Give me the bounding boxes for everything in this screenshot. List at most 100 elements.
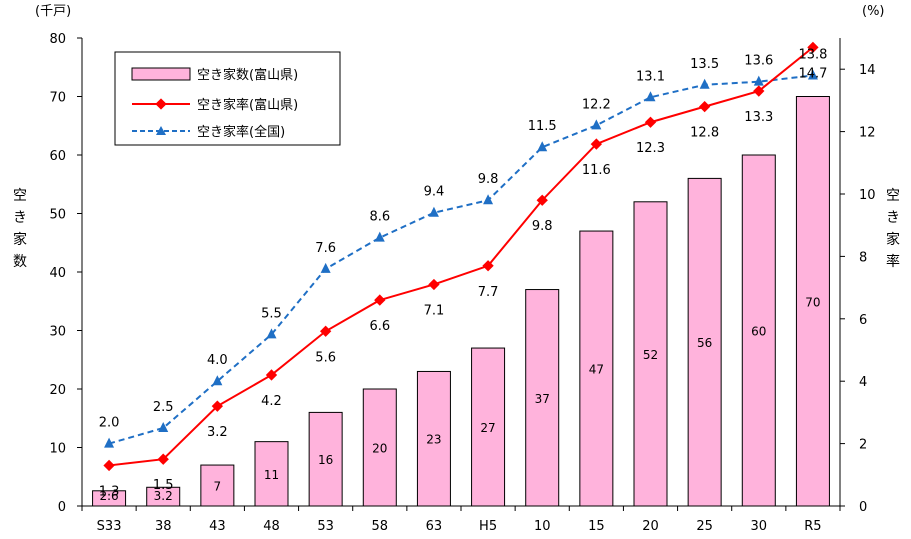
legend: 空き家数(富山県) 空き家率(富山県) 空き家率(全国) [114, 51, 341, 146]
point-marker-national [104, 437, 115, 448]
bar-value-label: 7 [214, 480, 222, 494]
point-marker-national [807, 69, 818, 80]
point-marker-national [537, 141, 548, 152]
x-tick-label: 63 [426, 519, 443, 534]
data-label-national: 11.5 [528, 119, 557, 134]
y-left-tick-label: 50 [49, 208, 66, 223]
bar-value-label: 56 [697, 336, 712, 350]
data-label-toyama: 7.1 [424, 303, 445, 318]
point-marker-toyama [319, 325, 332, 337]
bar-value-label: 23 [426, 433, 441, 447]
x-tick-label: 43 [209, 519, 226, 534]
y-left-tick-label: 40 [49, 266, 66, 281]
point-marker-toyama [536, 194, 548, 206]
lines-layer [103, 41, 819, 472]
point-marker-national [645, 91, 656, 102]
data-label-toyama: 13.3 [744, 110, 773, 125]
y-right-tick-label: 0 [859, 500, 867, 515]
bar-value-label: 47 [589, 363, 604, 377]
bar-value-label: 16 [318, 453, 333, 467]
data-label-national: 9.8 [478, 172, 499, 187]
x-tick-label: R5 [804, 519, 821, 534]
bar-value-label: 11 [264, 468, 279, 482]
x-tick-label: 30 [751, 519, 768, 534]
point-marker-national [591, 119, 602, 130]
point-marker-national [483, 194, 494, 205]
bar [579, 230, 614, 507]
point-marker-toyama [590, 138, 603, 150]
bar [525, 289, 560, 507]
data-label-national: 9.4 [424, 185, 445, 200]
point-marker-national [266, 328, 277, 339]
x-tick-label: 15 [588, 519, 605, 534]
y-left-tick-label: 70 [49, 91, 66, 106]
point-marker-national [158, 422, 169, 432]
bar-value-label: 27 [480, 421, 495, 435]
y-left-tick-label: 60 [49, 149, 66, 164]
point-marker-toyama [482, 260, 494, 272]
bar [795, 96, 830, 507]
x-tick-label: H5 [479, 519, 497, 534]
y-right-tick-label: 2 [859, 438, 867, 453]
data-label-toyama: 3.2 [207, 425, 228, 440]
y-left-tick-label: 30 [49, 325, 66, 340]
labels-layer: 2.6 3.2 7 11 16 20 23 27 37 47 52 56 60 70 2.0 2.5 4.0 5.… [99, 47, 828, 503]
bar-value-label: 70 [805, 295, 820, 309]
data-label-toyama: 7.7 [478, 285, 499, 300]
point-marker-national [320, 262, 331, 273]
x-tick-label: S33 [97, 519, 122, 534]
x-tick-label: 53 [317, 519, 334, 534]
x-tick-label: 38 [155, 519, 172, 534]
data-label-national: 13.1 [636, 69, 665, 84]
point-marker-national [428, 206, 439, 217]
bar-value-label: 52 [643, 348, 658, 362]
bar-value-label: 3.2 [154, 489, 173, 503]
y-right-title: 空き家率 [886, 188, 900, 270]
data-label-national: 5.5 [261, 306, 282, 321]
data-label-national: 12.2 [582, 97, 611, 112]
x-tick-label: 25 [696, 519, 713, 534]
data-label-national: 7.6 [315, 241, 336, 256]
y-right-tick-label: 10 [859, 188, 876, 203]
y-right-tick-label: 12 [859, 126, 876, 141]
y-left-unit: (千戸) [35, 4, 71, 19]
data-label-national: 13.6 [744, 54, 773, 69]
x-tick-label: 48 [263, 519, 280, 534]
bar-value-label: 2.6 [100, 489, 119, 503]
data-label-national: 4.0 [207, 353, 228, 368]
data-label-toyama: 9.8 [532, 219, 553, 234]
line-series-toyama [108, 46, 814, 467]
data-label-national: 13.5 [690, 57, 719, 72]
y-left-tick-label: 0 [58, 500, 66, 515]
data-label-toyama: 11.6 [582, 163, 611, 178]
legend-swatch-bar [131, 67, 191, 81]
data-label-national: 2.0 [99, 416, 120, 431]
x-tick-label: 20 [642, 519, 659, 534]
data-label-toyama: 14.7 [798, 66, 827, 81]
bar-value-label: 37 [535, 392, 550, 406]
data-label-toyama: 1.5 [153, 478, 174, 493]
x-tick-label: 10 [534, 519, 551, 534]
y-right-tick-label: 6 [859, 313, 867, 328]
y-right-tick-label: 14 [859, 63, 876, 78]
legend-label-line-national: 空き家率(全国) [197, 124, 285, 140]
legend-marker-national [156, 126, 166, 135]
bar [471, 347, 506, 507]
x-tick-label: 58 [372, 519, 389, 534]
data-label-toyama: 12.3 [636, 141, 665, 156]
point-marker-national [753, 75, 764, 86]
point-marker-toyama [807, 41, 819, 54]
data-label-toyama: 6.6 [369, 319, 390, 334]
line-series-national [108, 74, 814, 445]
point-marker-toyama [428, 278, 440, 291]
point-marker-toyama [157, 453, 169, 465]
point-marker-national [374, 231, 385, 242]
point-marker-national [699, 78, 710, 89]
point-marker-toyama [211, 400, 224, 412]
legend-label-line-toyama: 空き家率(富山県) [197, 97, 298, 113]
y-right-tick-label: 8 [859, 250, 867, 265]
data-label-toyama: 4.2 [261, 394, 282, 409]
y-left-tick-label: 80 [49, 32, 66, 47]
